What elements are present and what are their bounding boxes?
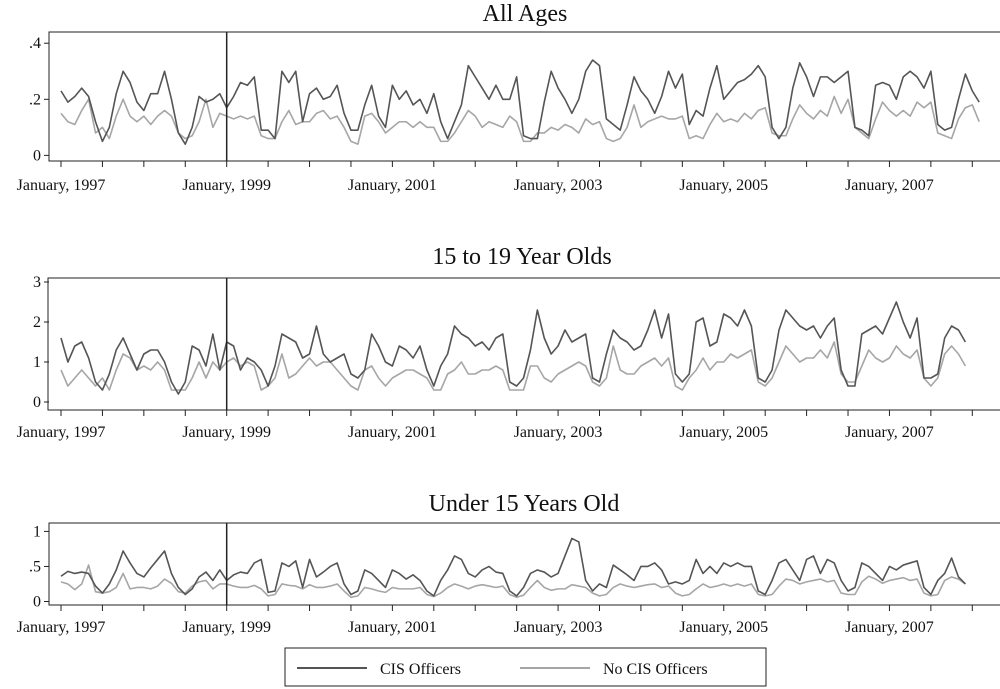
chart-panel-15-to-19: 15 to 19 Year Olds 0 1 2 3 January, 1997 Janu… — [17, 244, 1000, 441]
legend-box — [284, 647, 767, 687]
y-tick-label-under-15-2: 1 — [33, 523, 41, 540]
plot-layer-under-15: 0 .5 1 January, 1997 January, 1999 January, 2… — [17, 523, 973, 636]
y-tick-label-15-to-19-0: 0 — [33, 394, 41, 411]
legend-label-no-cis: No CIS Officers — [603, 661, 708, 678]
x-tick-label-15-to-19-5: January, 2007 — [845, 424, 934, 441]
x-tick-label-15-to-19-3: January, 2003 — [514, 424, 603, 441]
series-line-15-to-19-cis — [60, 301, 967, 395]
plot-layer-15-to-19: 0 1 2 3 January, 1997 January, 1999 January, 2… — [17, 274, 973, 441]
x-tick-label-15-to-19-1: January, 1999 — [182, 424, 271, 441]
chart-title-15-to-19: 15 to 19 Year Olds — [432, 244, 611, 270]
x-tick-label-15-to-19-2: January, 2001 — [348, 424, 437, 441]
legend: CIS Officers No CIS Officers — [284, 647, 767, 687]
x-tick-label-under-15-5: January, 2007 — [845, 619, 934, 636]
x-tick-label-15-to-19-0: January, 1997 — [17, 424, 106, 441]
x-tick-label-all-ages-0: January, 1997 — [17, 177, 106, 194]
y-tick-label-all-ages-0: 0 — [33, 147, 41, 164]
legend-label-cis: CIS Officers — [380, 661, 461, 678]
series-line-under-15-cis — [60, 537, 966, 597]
y-tick-label-all-ages-2: .4 — [29, 35, 41, 52]
chart-panel-all-ages: All Ages 0 .2 .4 January, 1997 January, 1999… — [17, 1, 1000, 194]
plot-frame-under-15 — [48, 522, 1000, 606]
x-tick-label-under-15-1: January, 1999 — [182, 619, 271, 636]
plot-frame-all-ages — [48, 31, 1000, 162]
y-tick-label-all-ages-1: .2 — [29, 91, 41, 108]
series-line-under-15-no-cis — [60, 564, 966, 599]
y-tick-label-15-to-19-1: 1 — [33, 354, 41, 371]
x-tick-label-all-ages-4: January, 2005 — [679, 177, 768, 194]
x-tick-label-under-15-0: January, 1997 — [17, 619, 106, 636]
y-tick-label-under-15-1: .5 — [29, 558, 41, 575]
x-tick-label-under-15-3: January, 2003 — [514, 619, 603, 636]
x-tick-label-all-ages-3: January, 2003 — [514, 177, 603, 194]
x-tick-label-all-ages-1: January, 1999 — [182, 177, 271, 194]
chart-panel-under-15: Under 15 Years Old 0 .5 1 January, 1997 Janu… — [17, 491, 1000, 636]
chart-title-all-ages: All Ages — [483, 1, 568, 27]
x-tick-label-under-15-4: January, 2005 — [679, 619, 768, 636]
x-tick-label-all-ages-2: January, 2001 — [348, 177, 437, 194]
x-tick-label-15-to-19-4: January, 2005 — [679, 424, 768, 441]
chart-title-under-15: Under 15 Years Old — [429, 491, 620, 517]
y-tick-label-under-15-0: 0 — [33, 593, 41, 610]
plot-layer-all-ages: 0 .2 .4 January, 1997 January, 1999 January, … — [17, 32, 980, 194]
series-line-all-ages-cis — [60, 59, 980, 145]
y-tick-label-15-to-19-2: 2 — [33, 314, 41, 331]
series-line-15-to-19-no-cis — [60, 341, 967, 391]
x-tick-label-all-ages-5: January, 2007 — [845, 177, 934, 194]
y-tick-label-15-to-19-3: 3 — [33, 274, 41, 291]
x-tick-label-under-15-2: January, 2001 — [348, 619, 437, 636]
series-line-all-ages-no-cis — [60, 95, 980, 145]
plot-frame-15-to-19 — [47, 277, 1000, 411]
